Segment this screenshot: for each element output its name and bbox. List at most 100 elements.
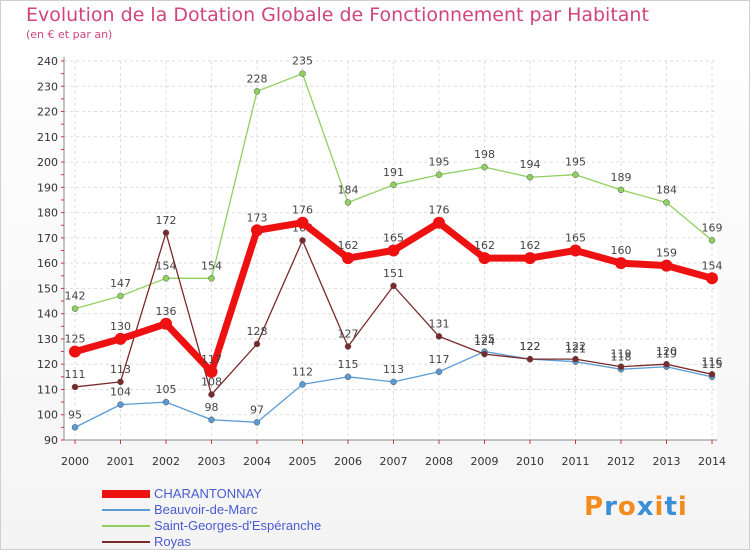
x-tick-label: 2008: [425, 455, 453, 468]
logo-letter: t: [664, 492, 678, 522]
x-tick-label: 2001: [107, 455, 135, 468]
y-tick-label: 150: [37, 282, 58, 295]
data-label: 122: [520, 340, 541, 353]
data-label: 105: [156, 383, 177, 396]
data-label: 130: [110, 320, 131, 333]
data-label: 195: [565, 156, 586, 169]
data-label: 169: [702, 221, 723, 234]
x-tick-label: 2003: [198, 455, 226, 468]
data-point: [660, 259, 673, 272]
chart-subtitle: (en € et par an): [26, 28, 113, 41]
data-label: 162: [338, 239, 359, 252]
data-label: 228: [247, 72, 268, 85]
data-point: [160, 317, 172, 330]
data-label: 173: [247, 211, 268, 224]
y-tick-label: 180: [37, 207, 58, 220]
x-tick-label: 2009: [471, 455, 499, 468]
data-point: [69, 345, 81, 358]
data-label: 160: [611, 244, 632, 257]
data-point: [299, 381, 306, 388]
y-tick-label: 100: [37, 409, 58, 422]
data-label: 108: [201, 376, 222, 389]
data-point: [162, 398, 170, 406]
y-tick-label: 140: [37, 308, 58, 321]
data-point: [706, 272, 718, 285]
data-label: 176: [292, 204, 313, 217]
legend-label: Royas: [154, 534, 191, 549]
x-tick-label: 2005: [289, 455, 317, 468]
data-label: 131: [429, 317, 450, 330]
data-point: [117, 378, 124, 386]
data-point: [524, 252, 536, 265]
legend-swatch: [102, 509, 150, 511]
data-label: 115: [338, 358, 359, 371]
data-label: 151: [383, 267, 404, 280]
data-point: [251, 224, 263, 237]
data-point: [71, 305, 79, 312]
y-tick-label: 230: [37, 80, 58, 93]
data-label: 120: [656, 345, 677, 358]
data-point: [117, 401, 124, 408]
data-point: [708, 237, 716, 244]
data-point: [481, 350, 488, 358]
y-tick-label: 120: [37, 358, 58, 371]
x-tick-label: 2012: [607, 455, 635, 468]
data-point: [253, 340, 261, 348]
data-point: [663, 360, 670, 368]
y-tick-label: 220: [37, 106, 58, 119]
data-label: 119: [611, 348, 632, 361]
logo-letter: x: [636, 492, 655, 522]
data-point: [344, 373, 352, 381]
data-point: [208, 416, 215, 424]
data-point: [253, 419, 261, 426]
data-point: [481, 163, 488, 171]
data-label: 118: [611, 350, 632, 363]
data-label: 124: [474, 335, 495, 348]
x-tick-label: 2010: [516, 455, 544, 468]
chart-title: Evolution de la Dotation Globale de Fonc…: [26, 4, 649, 26]
data-point: [71, 424, 79, 431]
data-point: [572, 171, 579, 178]
data-point: [390, 181, 397, 189]
data-point: [663, 199, 670, 206]
data-label: 136: [156, 305, 177, 318]
data-point: [390, 378, 397, 386]
proxiti-logo: Proxiti: [584, 492, 688, 522]
data-label: 154: [156, 259, 177, 272]
data-label: 128: [247, 325, 268, 338]
data-label: 117: [429, 353, 450, 366]
data-label: 121: [565, 343, 586, 356]
data-point: [296, 216, 309, 229]
y-tick-label: 210: [37, 131, 58, 144]
data-point: [478, 252, 491, 265]
data-point: [435, 368, 443, 376]
legend-swatch: [102, 525, 150, 527]
data-point: [114, 332, 127, 345]
data-label: 184: [338, 183, 359, 196]
data-point: [205, 365, 218, 378]
data-label: 142: [65, 290, 86, 303]
data-label: 116: [702, 355, 723, 368]
data-point: [162, 275, 170, 282]
data-label: 125: [474, 333, 495, 346]
data-label: 194: [520, 158, 541, 171]
logo-letter: r: [604, 492, 618, 522]
x-tick-label: 2000: [61, 455, 89, 468]
data-label: 162: [520, 239, 541, 252]
data-point: [433, 216, 445, 229]
data-point: [344, 343, 352, 350]
data-label: 165: [565, 232, 586, 245]
data-label: 189: [611, 171, 632, 184]
y-tick-label: 110: [37, 383, 58, 396]
y-tick-label: 170: [37, 232, 58, 245]
legend-swatch: [102, 490, 150, 498]
data-label: 97: [250, 403, 264, 416]
data-label: 113: [110, 363, 131, 376]
data-point: [390, 282, 397, 290]
data-point: [208, 391, 215, 398]
data-label: 122: [520, 340, 541, 353]
data-point: [617, 186, 625, 194]
data-label: 95: [68, 408, 82, 421]
data-point: [526, 355, 534, 363]
